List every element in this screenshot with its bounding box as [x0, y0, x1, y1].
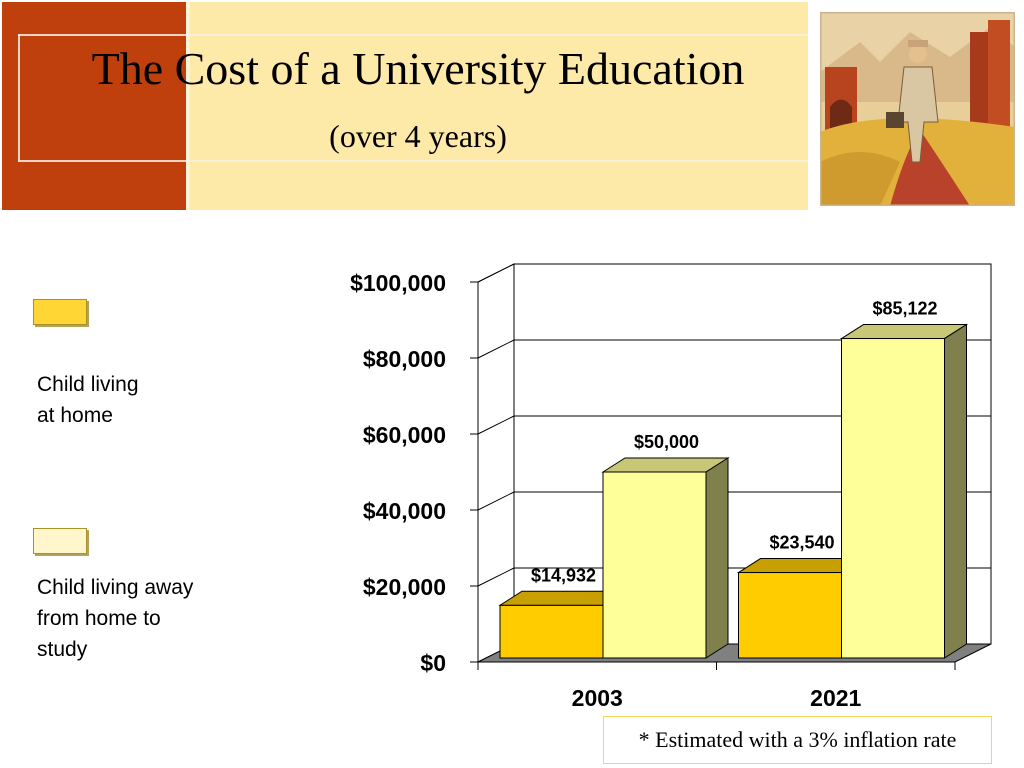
slide-title: The Cost of a University Education: [91, 43, 745, 94]
bar-front: [499, 604, 604, 659]
gridline-side: [477, 263, 515, 283]
header-rule-top: [18, 34, 808, 36]
y-tick-label: $60,000: [363, 422, 446, 448]
slide-header: The Cost of a University Education (over…: [0, 0, 1024, 215]
bar-side: [944, 323, 967, 659]
gridline-side: [477, 415, 515, 435]
header-rule-bottom: [18, 160, 808, 162]
legend-label-away: Child living away from home to study: [37, 576, 194, 661]
inflation-footnote: * Estimated with a 3% inflation rate: [603, 716, 992, 764]
bar-front: [602, 471, 707, 659]
y-tick-label: $80,000: [363, 346, 446, 372]
x-tick-label: 2021: [810, 685, 861, 711]
legend-swatch-away: [33, 528, 87, 554]
data-label: $50,000: [634, 432, 699, 452]
slide-subtitle: (over 4 years): [329, 118, 507, 154]
y-tick-label: $100,000: [350, 270, 446, 296]
gridline-side: [477, 491, 515, 511]
header-rule-mid: [186, 2, 190, 210]
painting-illustration: [820, 12, 1015, 206]
bar-front: [738, 572, 842, 659]
header-rule-left: [18, 34, 20, 162]
bar-side: [705, 457, 729, 659]
bar-2003-series-1: [601, 457, 730, 659]
legend-label-at-home: Child living at home: [37, 373, 139, 427]
y-tick-label: $40,000: [363, 498, 446, 524]
gridline-side: [477, 339, 515, 359]
header-red-block: [2, 2, 186, 210]
bar-front: [841, 338, 945, 659]
y-tick-label: $0: [420, 650, 446, 676]
legend-swatch-at-home: [33, 299, 87, 325]
gridline-side: [477, 567, 515, 587]
data-label: $23,540: [769, 533, 834, 553]
data-label: $85,122: [872, 299, 937, 319]
data-label: $14,932: [531, 565, 596, 585]
bar-2021-series-1: [839, 323, 969, 659]
y-tick-label: $20,000: [363, 574, 446, 600]
header-cream-block: [190, 2, 808, 210]
x-tick-label: 2003: [572, 685, 623, 711]
